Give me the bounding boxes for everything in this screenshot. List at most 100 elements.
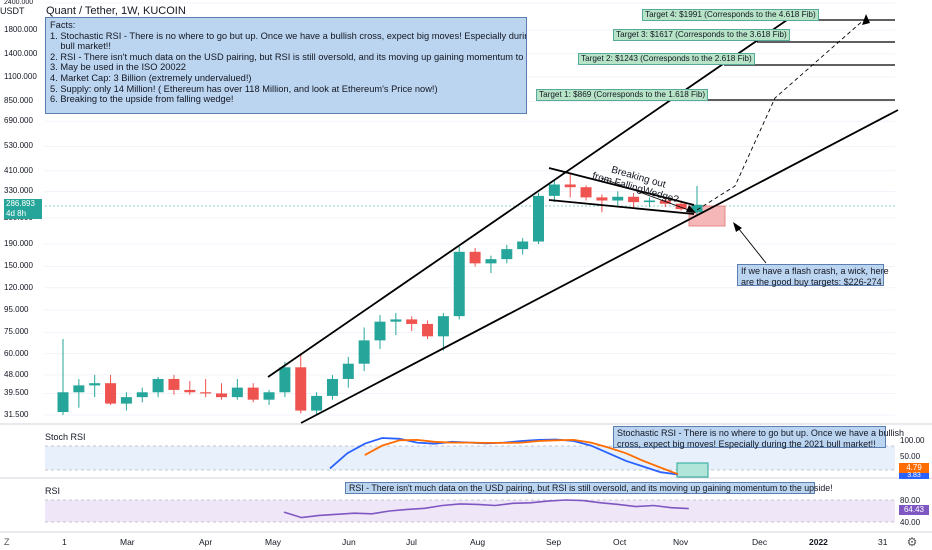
- price-tick-label: 120.000: [4, 282, 33, 292]
- crash-arrowhead: [733, 222, 742, 232]
- candle-body: [422, 323, 434, 337]
- stoch-k-tag: 3.83: [899, 472, 929, 479]
- stoch-tick-100: 100.00: [900, 436, 925, 445]
- stoch-cross-box: [676, 462, 709, 478]
- current-price-tag: 286.893 4d 8h: [4, 199, 42, 219]
- candle-body: [469, 251, 481, 264]
- price-tick-label: 530.000: [4, 141, 33, 151]
- target-lines: [684, 19, 895, 101]
- candle-body: [168, 378, 180, 390]
- candle-body: [311, 395, 323, 411]
- price-tick-label: 60.000: [4, 348, 29, 358]
- price-tick-label: 48.000: [4, 369, 29, 379]
- stoch-label: Stoch RSI: [45, 432, 86, 442]
- candle-body: [548, 184, 560, 196]
- time-tick-label: 31: [878, 537, 888, 547]
- time-tick-label: Apr: [199, 537, 213, 547]
- crash-note: If we have a flash crash, a wick, here a…: [737, 264, 889, 287]
- candles-group: [57, 174, 703, 415]
- price-tick-label: 1800.000: [4, 25, 38, 34]
- rsi-band: [45, 500, 895, 522]
- candle-body: [73, 385, 85, 393]
- stoch-tick-50: 50.00: [900, 452, 921, 461]
- time-tick-label: 1: [62, 537, 67, 547]
- channel-upper-line: [267, 19, 788, 378]
- candle-body: [390, 319, 402, 322]
- rsi-line-group: [283, 499, 689, 519]
- candle-body: [517, 241, 529, 250]
- chart-title: Quant / Tether, 1W, KUCOIN: [46, 5, 186, 17]
- candle-body: [485, 259, 497, 264]
- candle-body: [152, 378, 164, 393]
- candle-body: [564, 184, 576, 188]
- candle-body: [200, 392, 212, 394]
- candle-body: [120, 397, 132, 404]
- candle-body: [89, 383, 101, 386]
- projection-path: [696, 17, 867, 211]
- breakout-arrowhead: [686, 205, 696, 213]
- candle-body: [216, 393, 227, 398]
- rsi-note: RSI - There isn't much data on the USD p…: [345, 482, 833, 494]
- candle-body: [406, 319, 418, 324]
- candle-body: [374, 321, 386, 341]
- time-tick-label: Jul: [406, 537, 417, 547]
- target-3-label: Target 3: $1617 (Corresponds to the 3.61…: [613, 29, 790, 41]
- rsi-label: RSI: [45, 486, 61, 496]
- candle-body: [691, 204, 703, 213]
- time-tick-label: Sep: [546, 537, 562, 547]
- price-tick-label: 330.000: [4, 186, 33, 196]
- price-tick-label: 31.500: [4, 410, 29, 419]
- candle-body: [628, 196, 640, 203]
- price-tick-label: 150.000: [4, 261, 33, 271]
- price-tick-label: 690.000: [4, 116, 33, 126]
- time-tick-label: Nov: [673, 537, 689, 547]
- facts-note: Facts: 1. Stochastic RSI - There is no w…: [45, 17, 527, 114]
- rsi-tick-40: 40.00: [900, 518, 921, 527]
- candle-body: [184, 389, 196, 393]
- rsi-value-tag: 64.43: [899, 505, 929, 515]
- price-tick-label: 75.000: [4, 327, 29, 337]
- price-tick-label: 1400.000: [4, 48, 38, 58]
- candle-body: [533, 195, 544, 242]
- candle-body: [342, 363, 354, 379]
- candle-body: [263, 392, 275, 400]
- candle-body: [231, 387, 243, 398]
- timezone-button[interactable]: Z: [4, 537, 10, 547]
- projection-arrowhead: [862, 14, 870, 25]
- price-tick-label: 190.000: [4, 238, 33, 248]
- candle-body: [501, 249, 513, 260]
- candle-body: [453, 251, 465, 317]
- candle-body: [136, 392, 148, 398]
- wedge-lower-line: [548, 199, 695, 215]
- candle-body: [612, 196, 624, 201]
- time-tick-label: May: [265, 537, 282, 547]
- candle-body: [57, 392, 69, 413]
- candle-body: [326, 378, 338, 396]
- breakout-arrow: [600, 177, 695, 213]
- gear-icon[interactable]: ⚙: [906, 535, 918, 549]
- price-tick-label: 39.500: [4, 388, 29, 398]
- target-4-label: Target 4: $1991 (Corresponds to the 4.61…: [642, 9, 819, 21]
- time-tick-label: 2022: [809, 537, 828, 547]
- candle-body: [295, 367, 307, 411]
- time-tick-label: Jun: [342, 537, 356, 547]
- candle-body: [358, 340, 370, 364]
- rsi-line: [283, 499, 689, 519]
- candle-body: [279, 367, 291, 393]
- time-tick-label: Dec: [752, 537, 768, 547]
- candle-body: [105, 383, 117, 404]
- stoch-band: [45, 446, 895, 470]
- candle-body: [659, 200, 671, 204]
- price-grid: [45, 2, 895, 416]
- time-tick-label: Mar: [120, 537, 135, 547]
- current-price: 286.893: [6, 199, 35, 208]
- currency-label: USDT: [0, 6, 25, 16]
- price-tick-label: 95.000: [4, 304, 29, 314]
- target-2-label: Target 2: $1243 (Corresponds to the 2.61…: [578, 53, 755, 65]
- price-tick-label: 410.000: [4, 165, 33, 175]
- wedge-upper-line: [548, 167, 695, 206]
- price-tick-label: 2400.000: [4, 0, 34, 6]
- candle-body: [596, 197, 608, 201]
- rsi-tick-80: 80.00: [900, 496, 921, 505]
